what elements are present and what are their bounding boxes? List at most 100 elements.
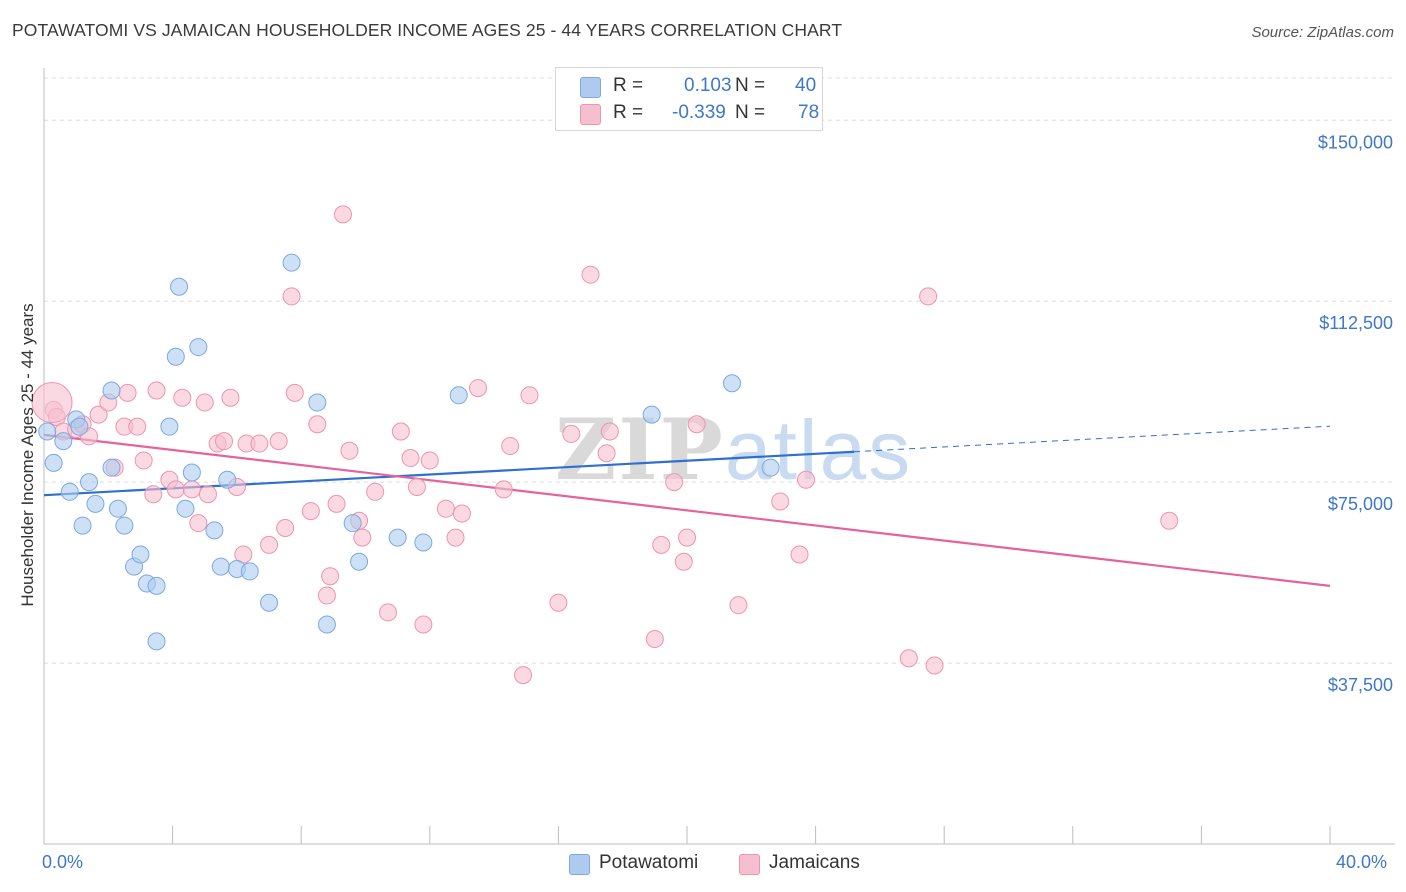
data-point <box>729 596 748 615</box>
data-point <box>215 432 234 451</box>
data-point <box>333 205 352 224</box>
data-point <box>414 615 433 634</box>
data-point <box>317 586 336 605</box>
data-point <box>73 516 92 535</box>
data-point <box>642 405 661 424</box>
data-point <box>562 424 581 443</box>
data-point <box>321 567 340 586</box>
data-point <box>401 449 420 468</box>
data-point <box>60 482 79 501</box>
data-point <box>919 287 938 306</box>
data-point <box>285 383 304 402</box>
data-point <box>70 417 89 436</box>
data-point <box>350 552 369 571</box>
data-point <box>173 388 192 407</box>
data-point <box>54 432 73 451</box>
data-point <box>160 417 179 436</box>
y-tick-labels: $37,500 $75,000 $112,500 $150,000 <box>1318 132 1393 695</box>
data-point <box>182 463 201 482</box>
r-value: 0.103 <box>684 75 732 96</box>
data-point <box>317 615 336 634</box>
data-point <box>469 379 488 398</box>
data-point <box>115 516 134 535</box>
data-point <box>189 338 208 357</box>
data-point <box>260 535 279 554</box>
data-point <box>218 470 237 489</box>
data-point <box>723 374 742 393</box>
data-point <box>796 470 815 489</box>
r-label: R = <box>613 75 644 96</box>
data-point <box>665 473 684 492</box>
data-point <box>771 492 790 511</box>
data-point <box>282 287 301 306</box>
x-tick-label-min: 0.0% <box>42 852 84 872</box>
data-point <box>240 562 259 581</box>
data-point <box>436 499 455 518</box>
data-point <box>31 382 73 424</box>
data-point <box>366 482 385 501</box>
data-point <box>118 383 137 402</box>
trend-line-extension <box>854 425 1331 453</box>
data-point <box>308 393 327 412</box>
n-value: 40 <box>795 75 817 96</box>
stats-legend: R = 0.103 N = 40 R = -0.339 N = 78 <box>555 67 823 131</box>
data-point <box>501 436 520 455</box>
data-point <box>414 533 433 552</box>
data-points <box>31 205 1179 685</box>
data-point <box>147 576 166 595</box>
x-tick-label-max: 40.0% <box>1336 852 1388 872</box>
data-point <box>652 535 671 554</box>
data-point <box>452 504 471 523</box>
data-point <box>147 632 166 651</box>
data-point <box>925 656 944 675</box>
n-label: N = <box>735 102 766 123</box>
data-point <box>343 514 362 533</box>
data-point <box>182 480 201 499</box>
data-point <box>790 545 809 564</box>
data-point <box>581 265 600 284</box>
potawatomi-swatch <box>569 854 590 875</box>
data-point <box>420 451 439 470</box>
data-point <box>189 514 208 533</box>
data-point <box>600 422 619 441</box>
axes <box>43 68 1395 845</box>
data-point <box>170 277 189 296</box>
data-point <box>1160 511 1179 530</box>
data-point <box>134 451 153 470</box>
n-value: 78 <box>798 102 820 123</box>
data-point <box>198 485 217 504</box>
data-point <box>549 593 568 612</box>
data-point <box>514 666 533 685</box>
data-point <box>407 477 426 496</box>
data-point <box>520 386 539 405</box>
data-point <box>44 453 63 472</box>
data-point <box>131 545 150 564</box>
series-legend: Potawatomi Jamaicans <box>0 852 1406 878</box>
data-point <box>221 388 240 407</box>
y-tick-label: $112,500 <box>1319 313 1393 333</box>
chart-title: POTAWATOMI VS JAMAICAN HOUSEHOLDER INCOM… <box>12 20 843 40</box>
data-point <box>80 473 99 492</box>
data-point <box>102 381 121 400</box>
data-point <box>176 499 195 518</box>
source-note: Source: ZipAtlas.com <box>1251 24 1394 41</box>
data-point <box>166 480 185 499</box>
n-label: N = <box>735 75 766 96</box>
data-point <box>38 422 57 441</box>
trend-line <box>43 433 1331 587</box>
y-tick-label: $150,000 <box>1318 132 1393 152</box>
data-point <box>282 253 301 272</box>
y-axis-label: Householder Income Ages 25 - 44 years <box>18 303 37 607</box>
data-point <box>144 485 163 504</box>
data-point <box>301 502 320 521</box>
data-point <box>166 347 185 366</box>
data-point <box>449 386 468 405</box>
data-point <box>211 557 230 576</box>
data-point <box>205 521 224 540</box>
r-label: R = <box>613 102 644 123</box>
legend-label: Jamaicans <box>769 852 860 873</box>
data-point <box>388 528 407 547</box>
y-tick-label: $75,000 <box>1328 494 1393 514</box>
data-point <box>353 528 372 547</box>
